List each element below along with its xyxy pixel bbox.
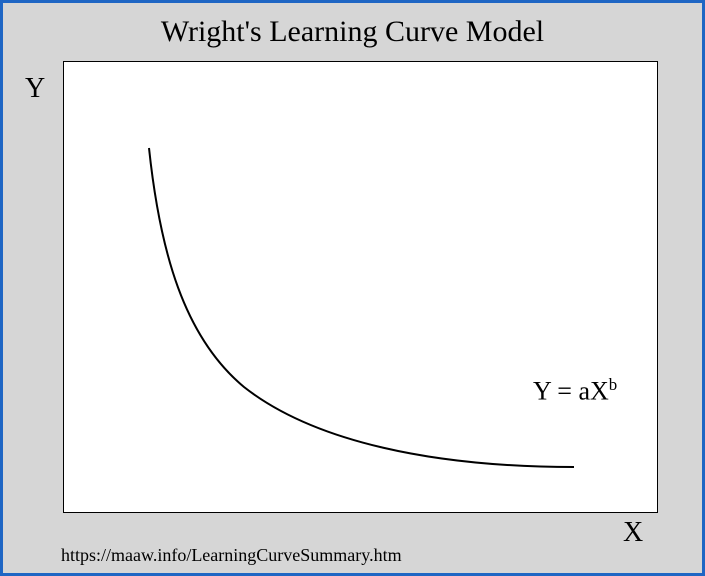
footer-url: https://maaw.info/LearningCurveSummary.h… [61,545,402,566]
plot-area [63,61,658,513]
equation-exponent: b [609,375,617,394]
curve-path [149,148,574,467]
x-axis-label: X [623,517,643,549]
chart-title: Wright's Learning Curve Model [3,15,702,49]
equation-base: Y = aX [533,377,609,406]
y-axis-label: Y [25,73,45,105]
chart-frame: Wright's Learning Curve Model Y X Y = aX… [0,0,705,576]
learning-curve [64,62,659,514]
curve-equation: Y = aXb [533,375,617,407]
